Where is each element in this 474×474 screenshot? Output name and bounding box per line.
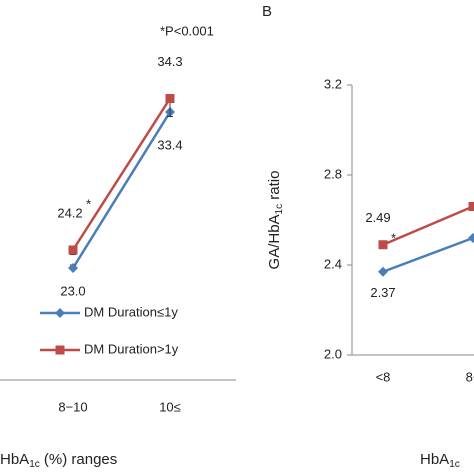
x-axis-label: HbA1c: [420, 451, 460, 470]
label-part: (%) ranges: [40, 451, 118, 468]
y-tick-label: 3.2: [324, 76, 342, 91]
label-part: ratio: [266, 171, 283, 204]
series-line: [382, 236, 474, 273]
label-part: HbA: [420, 451, 449, 468]
legend-label: DM Duration>1y: [84, 341, 179, 356]
value-label: 2.37: [370, 285, 395, 300]
annotation: *P<0.001: [160, 23, 214, 38]
y-axis-label: GA/HbA1c ratio: [266, 171, 285, 270]
y-tick-label: 2.8: [324, 166, 342, 181]
value-label: 34.3: [157, 54, 182, 69]
label-sub: 1c: [29, 459, 40, 470]
label-part: HbA: [0, 451, 29, 468]
x-tick-label: 8−10: [58, 399, 87, 414]
legend-marker: [55, 345, 65, 355]
value-label: 23.0: [60, 283, 85, 298]
marker: [378, 266, 388, 277]
series-line: [71, 111, 172, 269]
value-label: 2.49: [365, 210, 390, 225]
marker: [68, 245, 78, 255]
marker: [468, 233, 474, 243]
value-label: 33.4: [157, 137, 182, 152]
series-line: [71, 97, 172, 251]
label-part: GA/HbA: [266, 214, 283, 269]
label-sub: 1c: [449, 459, 460, 470]
marker: [378, 240, 388, 250]
label-sub: 1c: [274, 204, 285, 215]
x-tick-label: <8: [376, 369, 391, 384]
x-tick-label: 8−: [466, 369, 474, 384]
y-tick-label: 2.0: [324, 346, 342, 361]
annotation: *: [86, 196, 91, 211]
y-tick-label: 2.4: [324, 256, 342, 271]
x-axis-label: HbA1c (%) ranges: [0, 451, 117, 470]
series-line: [382, 205, 474, 246]
legend-label: DM Duration≤1y: [84, 304, 178, 319]
value-label: 24.2: [57, 205, 82, 220]
x-tick-label: 10≤: [159, 399, 181, 414]
annotation: *: [391, 230, 396, 245]
marker: [165, 94, 175, 103]
panel-label: B: [262, 3, 272, 20]
legend-marker: [55, 308, 65, 318]
marker: [468, 202, 474, 211]
marker: [68, 263, 78, 273]
